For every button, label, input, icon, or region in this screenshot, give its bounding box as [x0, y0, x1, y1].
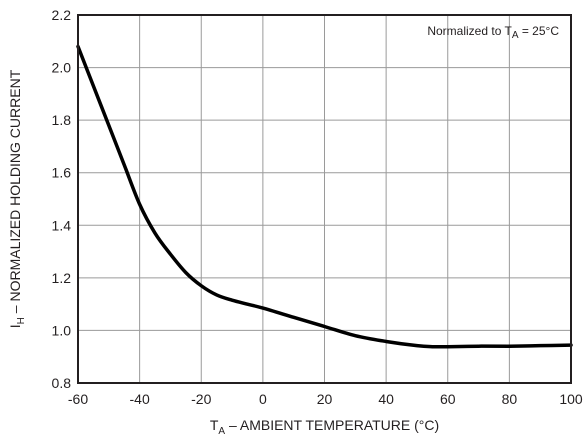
- y-tick-label: 1.4: [52, 217, 72, 233]
- x-tick-label: 100: [559, 391, 583, 407]
- normalization-note-prefix: Normalized to T: [427, 24, 512, 38]
- y-tick-label: 1.0: [52, 322, 72, 338]
- x-tick-label: 40: [378, 391, 394, 407]
- y-axis-title-subscript: H: [16, 317, 27, 324]
- x-axis-title-rest: – AMBIENT TEMPERATURE (°C): [225, 417, 439, 433]
- y-tick-label: 1.6: [52, 165, 72, 181]
- y-tick-label: 0.8: [52, 375, 72, 391]
- x-tick-label: 0: [259, 391, 267, 407]
- y-tick-label: 1.2: [52, 270, 72, 286]
- y-tick-label: 2.2: [52, 7, 72, 23]
- x-tick-label: -60: [68, 391, 88, 407]
- normalization-note: Normalized to TA = 25°C: [427, 24, 559, 41]
- x-tick-labels: -60 -40 -20 0 20 40 60 80 100: [68, 391, 583, 407]
- x-tick-label: -40: [130, 391, 150, 407]
- y-tick-label: 1.8: [52, 112, 72, 128]
- x-axis-title-subscript: A: [218, 426, 225, 437]
- x-tick-label: 80: [502, 391, 518, 407]
- y-axis-title: IH – NORMALIZED HOLDING CURRENT: [7, 69, 27, 328]
- y-axis-title-main: I: [7, 324, 23, 328]
- plot-area-frame: [77, 14, 572, 384]
- x-tick-label: 60: [440, 391, 456, 407]
- y-tick-label: 2.0: [52, 60, 72, 76]
- x-axis-title-main: T: [210, 417, 219, 433]
- grid: [78, 15, 571, 383]
- y-tick-labels: 0.8 1.0 1.2 1.4 1.6 1.8 2.0 2.2: [52, 7, 72, 391]
- normalization-note-suffix: = 25°C: [519, 24, 560, 38]
- series-lines: [76, 44, 573, 349]
- series-line: [76, 44, 573, 349]
- y-axis-title-rest: – NORMALIZED HOLDING CURRENT: [7, 69, 23, 317]
- normalization-note-subscript: A: [512, 30, 519, 41]
- x-tick-label: -20: [191, 391, 211, 407]
- x-tick-label: 20: [317, 391, 333, 407]
- x-axis-title: TA – AMBIENT TEMPERATURE (°C): [210, 417, 439, 437]
